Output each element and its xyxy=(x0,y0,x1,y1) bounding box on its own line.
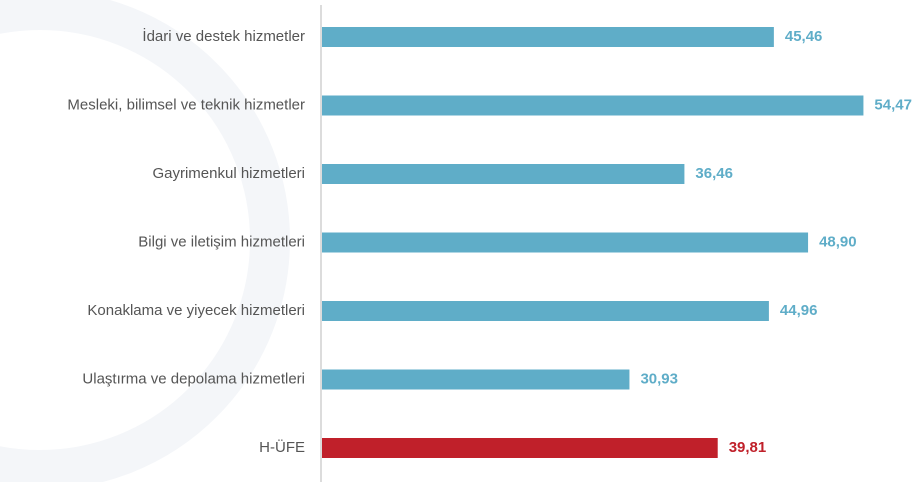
watermark xyxy=(0,0,290,482)
category-label: İdari ve destek hizmetler xyxy=(142,27,305,45)
bar xyxy=(322,369,630,390)
value-label: 36,46 xyxy=(695,165,733,182)
bar xyxy=(322,438,718,458)
category-label: Ulaştırma ve depolama hizmetleri xyxy=(82,370,305,387)
bar xyxy=(322,301,769,321)
category-label: H-ÜFE xyxy=(259,438,305,456)
category-label: Bilgi ve iletişim hizmetleri xyxy=(138,233,305,250)
value-label: 48,90 xyxy=(819,233,857,250)
bar xyxy=(322,164,685,184)
value-label: 39,81 xyxy=(729,439,767,456)
value-label: 44,96 xyxy=(780,302,818,319)
category-label: Mesleki, bilimsel ve teknik hizmetler xyxy=(67,96,305,113)
bar xyxy=(322,27,774,47)
bar xyxy=(322,232,809,253)
value-label: 54,47 xyxy=(874,96,912,113)
value-label: 30,93 xyxy=(640,370,678,387)
value-label: 45,46 xyxy=(785,28,823,45)
category-label: Gayrimenkul hizmetleri xyxy=(152,165,305,182)
category-label: Konaklama ve yiyecek hizmetleri xyxy=(87,302,305,319)
bar xyxy=(322,95,864,116)
